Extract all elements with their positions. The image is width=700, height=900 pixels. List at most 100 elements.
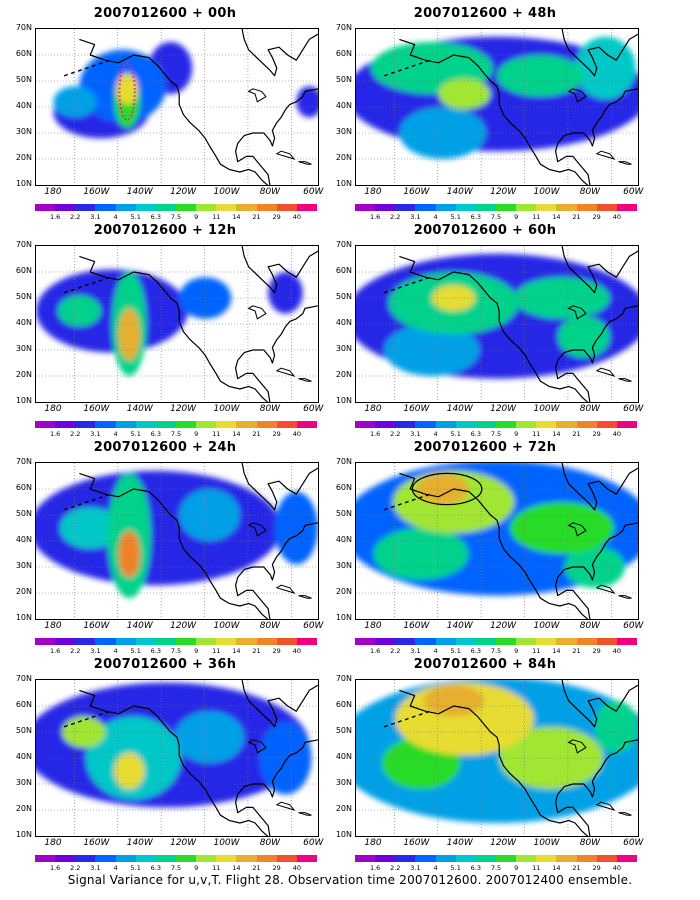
lat-tick-label: 20N	[15, 804, 32, 813]
colorbar-label: 7.5	[170, 647, 182, 655]
variance-blob	[62, 716, 106, 748]
colorbar-swatch	[616, 421, 637, 428]
coastline	[555, 522, 638, 619]
colorbar-swatch	[495, 855, 517, 862]
colorbar-swatch	[35, 638, 56, 645]
lat-tick-label: 50N	[335, 292, 352, 301]
island-chain	[404, 500, 409, 504]
coastline	[399, 38, 589, 185]
colorbar-label: 21	[572, 430, 581, 438]
colorbar-label: 14	[552, 430, 561, 438]
island-chain	[397, 720, 402, 723]
coastline	[275, 367, 296, 377]
variance-map	[356, 246, 638, 402]
colorbar-label: 11	[532, 213, 541, 221]
island-chain	[425, 710, 430, 714]
coastline	[555, 739, 638, 836]
lat-tick-label: 40N	[335, 101, 352, 110]
lat-tick-label: 10N	[15, 830, 32, 839]
colorbar	[355, 204, 637, 211]
island-chain	[77, 503, 82, 506]
variance-blob	[510, 502, 615, 554]
lon-tick-label: 160W	[83, 838, 110, 848]
colorbar-label: 2.2	[390, 647, 401, 655]
coastline	[555, 305, 638, 402]
lat-tick-label: 60N	[335, 483, 352, 492]
lon-tick-label: 100W	[213, 187, 240, 197]
colorbar-swatch	[355, 204, 376, 211]
coastline	[561, 463, 638, 511]
lat-tick-label: 10N	[335, 396, 352, 405]
island-chain	[397, 503, 402, 506]
lat-tick-label: 30N	[15, 778, 32, 787]
colorbar-label: 7.5	[490, 213, 502, 221]
colorbar-swatch	[355, 421, 376, 428]
colorbar-swatch	[395, 638, 416, 645]
island-chain	[383, 290, 388, 294]
coastline	[618, 595, 632, 599]
colorbar-swatch	[155, 855, 176, 862]
colorbar-labels: 1.6 2.2 3.1 4 5.1 6.3 7.5 9 11 14 21 29 40	[35, 647, 317, 657]
colorbar-label: 40	[292, 430, 301, 438]
lon-tick-label: 160W	[403, 838, 430, 848]
colorbar-swatch	[296, 421, 317, 428]
lat-tick-label: 20N	[15, 587, 32, 596]
colorbar-swatch	[135, 421, 156, 428]
colorbar-label: 1.6	[369, 213, 381, 221]
colorbar-label: 5.1	[130, 864, 141, 872]
colorbar-swatch	[55, 421, 76, 428]
colorbar-label: 4	[433, 864, 438, 872]
lon-tick-label: 100W	[533, 621, 560, 631]
colorbar-swatch	[435, 204, 456, 211]
colorbar-swatch	[596, 204, 617, 211]
colorbar-swatch	[375, 421, 396, 428]
colorbar-swatch	[516, 421, 537, 428]
colorbar-swatch	[256, 638, 277, 645]
coastline	[561, 246, 638, 294]
colorbar-label: 14	[552, 864, 561, 872]
colorbar-swatch	[135, 855, 156, 862]
lon-tick-label: 180	[364, 838, 382, 848]
lat-tick-label: 10N	[335, 613, 352, 622]
lat-tick-label: 70N	[335, 674, 352, 683]
variance-map	[36, 246, 318, 402]
colorbar-label: 3.1	[410, 647, 421, 655]
island-chain	[98, 62, 103, 65]
island-chain	[105, 276, 110, 280]
lon-tick-label: 160W	[83, 621, 110, 631]
variance-blob	[53, 86, 97, 118]
colorbar-swatch	[576, 421, 597, 428]
colorbar-swatch	[375, 855, 396, 862]
colorbar-swatch	[536, 638, 557, 645]
coastline	[595, 150, 616, 160]
island-chain	[411, 64, 416, 68]
lat-tick-label: 40N	[15, 318, 32, 327]
lat-tick-label: 40N	[15, 752, 32, 761]
colorbar-label: 21	[572, 647, 581, 655]
colorbar-swatch	[95, 855, 116, 862]
colorbar-labels: 1.6 2.2 3.1 4 5.1 6.3 7.5 9 11 14 21 29 40	[35, 430, 317, 440]
colorbar-swatch	[196, 638, 217, 645]
colorbar	[35, 855, 317, 862]
colorbar-swatch	[35, 421, 56, 428]
variance-map	[36, 29, 318, 185]
lat-tick-label: 40N	[15, 101, 32, 110]
colorbar-label: 7.5	[170, 430, 182, 438]
colorbar-swatch	[155, 421, 176, 428]
lon-tick-label: 120W	[490, 838, 517, 848]
colorbar-swatch	[596, 421, 617, 428]
colorbar	[35, 204, 317, 211]
colorbar-labels: 1.6 2.2 3.1 4 5.1 6.3 7.5 9 11 14 21 29 40	[355, 864, 637, 874]
lon-tick-label: 60W	[623, 404, 644, 414]
lat-tick-label: 60N	[15, 483, 32, 492]
colorbar-label: 4	[433, 430, 438, 438]
island-chain	[98, 279, 103, 282]
colorbar-swatch	[75, 421, 96, 428]
colorbar-label: 40	[292, 647, 301, 655]
island-chain	[77, 720, 82, 723]
variance-blob	[179, 489, 240, 541]
colorbar-label: 9	[194, 864, 199, 872]
colorbar-label: 21	[252, 213, 261, 221]
target-ellipse	[411, 472, 483, 506]
island-chain	[91, 498, 96, 502]
